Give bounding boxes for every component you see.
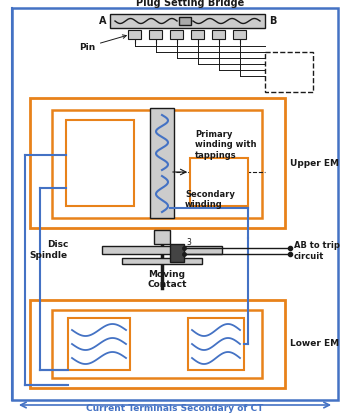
Text: Upper EM: Upper EM [290, 158, 339, 168]
Bar [128, 30, 141, 39]
Text: Primary
winding with
tappings: Primary winding with tappings [195, 130, 257, 160]
Bar [179, 17, 191, 25]
Bar [188, 318, 244, 370]
Text: Pin: Pin [79, 35, 126, 52]
Bar [265, 52, 313, 92]
Text: 3: 3 [186, 238, 191, 247]
Bar [190, 158, 248, 206]
Bar [191, 30, 204, 39]
Bar [102, 246, 222, 254]
Bar [154, 230, 170, 244]
Bar [52, 110, 262, 218]
Text: Moving
Contact: Moving Contact [147, 270, 187, 289]
Text: Secondary
winding: Secondary winding [185, 190, 235, 209]
Text: AB to trip
circuit: AB to trip circuit [294, 241, 340, 261]
Text: A: A [98, 16, 106, 26]
Text: Disc
Spindle: Disc Spindle [30, 240, 68, 260]
Text: B: B [269, 16, 277, 26]
Text: Plug Setting Bridge: Plug Setting Bridge [136, 0, 244, 8]
Bar [149, 30, 162, 39]
Bar [68, 318, 130, 370]
Bar [30, 98, 285, 228]
Bar [233, 30, 246, 39]
Bar [170, 244, 184, 262]
Bar [212, 30, 225, 39]
Bar [122, 258, 202, 264]
Bar [30, 300, 285, 388]
Bar [52, 310, 262, 378]
Bar [110, 14, 265, 28]
Bar [150, 108, 174, 218]
Text: Lower EM: Lower EM [290, 339, 339, 349]
Text: Current Terminals Secondary of CT: Current Terminals Secondary of CT [86, 404, 264, 413]
Bar [66, 120, 134, 206]
Bar [170, 30, 183, 39]
